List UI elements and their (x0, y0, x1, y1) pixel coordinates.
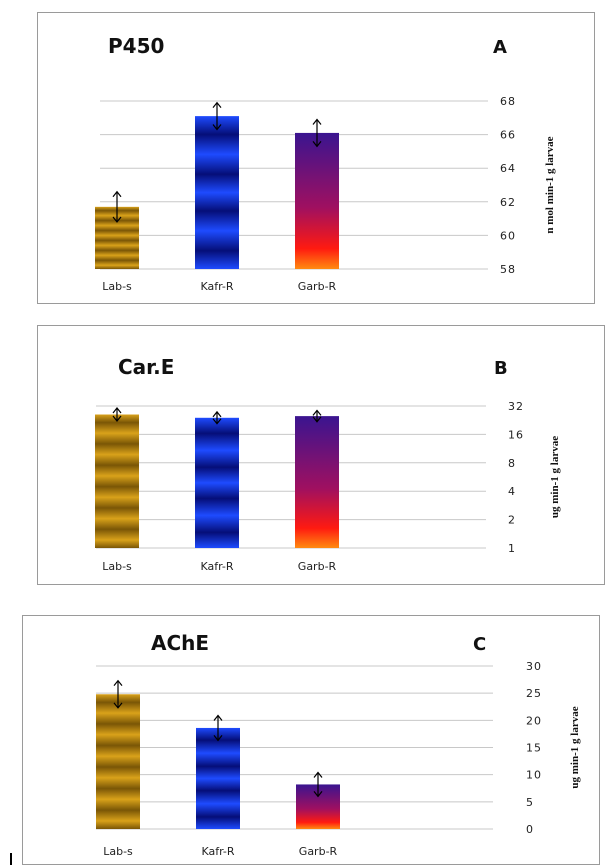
bar-lab-s (95, 415, 139, 548)
bar-kafr-r (195, 116, 239, 269)
y-tick-label: 32 (508, 400, 524, 413)
error-bar (114, 681, 122, 708)
chart-b-svg: 1 2 4 8 16 32 Lab-s Kafr-R Garb-R Car.E Bug min-1 … (38, 326, 606, 586)
chart-title: P450 (108, 34, 164, 58)
category-label: Lab-s (103, 845, 133, 858)
y-axis-label: ug min-1 g larvae (569, 706, 581, 788)
chart-title: Car.E (118, 355, 174, 379)
category-label: Garb-R (298, 280, 337, 293)
y-tick-label: 64 (500, 162, 516, 175)
y-tick-label: 8 (508, 457, 516, 470)
y-tick-label: 15 (526, 742, 542, 755)
category-label: Garb-R (298, 560, 337, 573)
corner-mark (10, 853, 12, 865)
y-tick-label: 62 (500, 196, 516, 209)
bar-lab-s (96, 694, 140, 829)
category-label: Garb-R (299, 845, 338, 858)
bar-kafr-r (196, 728, 240, 829)
bar-kafr-r (195, 418, 239, 548)
y-tick-label: 66 (500, 129, 516, 142)
category-label: Lab-s (102, 560, 132, 573)
error-bar (213, 103, 221, 130)
y-tick-label: 30 (526, 660, 542, 673)
chart-c-svg: 0 5 10 15 20 25 30 Lab-s Kafr-R Garb-R AChE Cug min… (23, 616, 601, 866)
category-label: Kafr-R (200, 280, 233, 293)
y-tick-label: 1 (508, 542, 516, 555)
category-label: Lab-s (102, 280, 132, 293)
chart-title: AChE (151, 631, 209, 655)
panel-letter: C (473, 634, 486, 655)
y-axis-label: ug min-1 g larvae (549, 436, 561, 518)
y-tick-label: 0 (526, 823, 534, 836)
panel-letter: A (493, 37, 507, 58)
category-label: Kafr-R (200, 560, 233, 573)
chart-a-svg: 58 60 62 64 66 68 Lab-s Kafr-R Garb-R P450 An mol … (38, 13, 596, 305)
y-tick-label: 58 (500, 263, 516, 276)
y-tick-label: 16 (508, 428, 524, 441)
error-bar (314, 772, 322, 796)
y-tick-label: 68 (500, 95, 516, 108)
y-tick-label: 5 (526, 796, 534, 809)
y-tick-label: 25 (526, 687, 542, 700)
category-label: Kafr-R (201, 845, 234, 858)
y-tick-label: 10 (526, 769, 542, 782)
panel-letter: B (494, 358, 508, 379)
y-axis-label: n mol min-1 g larvae (544, 136, 556, 233)
y-tick-label: 2 (508, 514, 516, 527)
bar-garb-r (295, 133, 339, 269)
y-tick-label: 60 (500, 229, 516, 242)
y-tick-label: 20 (526, 714, 542, 727)
y-tick-label: 4 (508, 485, 516, 498)
bar-garb-r (295, 416, 339, 548)
